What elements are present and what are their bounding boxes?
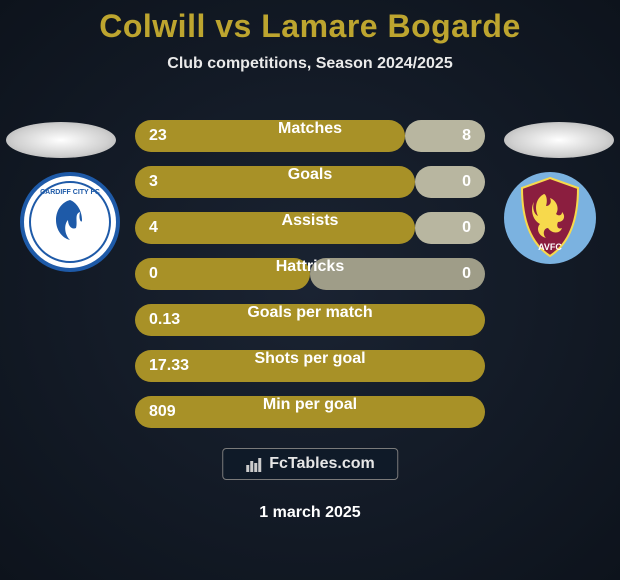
stat-right-value: 0 [462,219,471,237]
stat-bar-right: 8 [405,120,485,152]
stat-row: 17.33Shots per goal [0,350,620,382]
stat-bar-track: 17.33Shots per goal [135,350,485,382]
stat-bar-right: 0 [415,212,485,244]
stat-row: 04Assists [0,212,620,244]
stat-left-value: 0 [149,265,158,283]
stat-left-value: 809 [149,403,176,421]
fctables-label: FcTables.com [269,455,375,473]
stat-left-value: 3 [149,173,158,191]
stat-bar-left: 0.13 [135,304,485,336]
stat-left-value: 23 [149,127,167,145]
fctables-logo-icon [245,455,263,473]
stat-right-value: 0 [462,265,471,283]
stat-bar-right: 0 [415,166,485,198]
stat-bar-left: 23 [135,120,405,152]
stat-bar-right: 0 [310,258,485,290]
stat-row: 0.13Goals per match [0,304,620,336]
stat-bar-track: 0.13Goals per match [135,304,485,336]
comparison-subtitle: Club competitions, Season 2024/2025 [0,55,620,73]
stat-bar-left: 809 [135,396,485,428]
comparison-date: 1 march 2025 [0,504,620,522]
stat-bar-left: 4 [135,212,415,244]
stats-container: 823Matches03Goals04Assists00Hattricks0.1… [0,120,620,442]
stat-row: 03Goals [0,166,620,198]
stat-bar-track: 00Hattricks [135,258,485,290]
stat-left-value: 17.33 [149,357,189,375]
comparison-title: Colwill vs Lamare Bogarde [0,0,620,45]
stat-bar-track: 823Matches [135,120,485,152]
stat-bar-track: 04Assists [135,212,485,244]
stat-row: 00Hattricks [0,258,620,290]
stat-row: 809Min per goal [0,396,620,428]
stat-left-value: 0.13 [149,311,180,329]
stat-bar-track: 809Min per goal [135,396,485,428]
stat-bar-track: 03Goals [135,166,485,198]
stat-bar-left: 0 [135,258,310,290]
stat-row: 823Matches [0,120,620,152]
stat-right-value: 0 [462,173,471,191]
stat-bar-left: 3 [135,166,415,198]
stat-left-value: 4 [149,219,158,237]
fctables-watermark: FcTables.com [222,448,398,480]
stat-bar-left: 17.33 [135,350,485,382]
stat-right-value: 8 [462,127,471,145]
